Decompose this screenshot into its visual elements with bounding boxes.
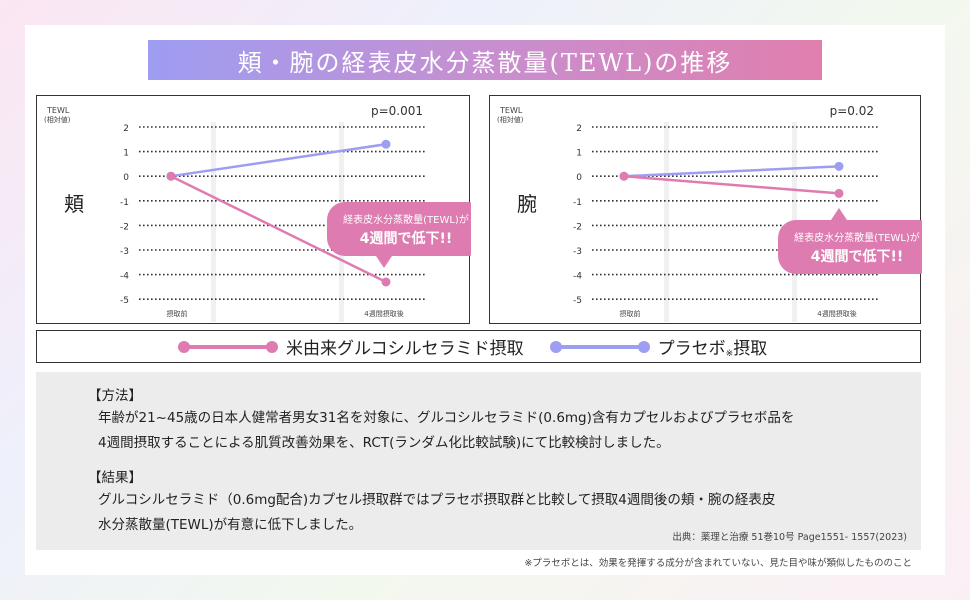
y-tick-label: 2 (576, 124, 582, 134)
source-citation: 出典：薬理と治療 51巻10号 Page1551- 1557(2023) (672, 532, 907, 543)
y-axis-label: TEWL (499, 106, 523, 115)
y-tick-label: -5 (120, 296, 129, 306)
series-line (170, 175, 387, 284)
legend-note-mark: ※ (725, 349, 734, 359)
y-axis-sublabel: (相対値) (497, 115, 524, 124)
data-point (834, 161, 844, 171)
x-tick-label: 摂取前 (620, 309, 641, 318)
y-tick-label: -2 (120, 222, 129, 232)
vertical-band (664, 122, 669, 322)
result-text: 水分蒸散量(TEWL)が有意に低下しました。 (98, 517, 363, 533)
x-tick-label: 4週間摂取後 (817, 309, 856, 318)
legend-item-rice: 米由来グルコシルセラミド摂取 (178, 334, 524, 359)
series-line (623, 165, 840, 178)
y-tick-label: 2 (123, 124, 129, 134)
legend-item-placebo: プラセボ ※ 摂取 (549, 334, 768, 359)
page-title: 頬・腕の経表皮水分蒸散量(TEWL)の推移 (148, 40, 822, 80)
callout-shape (778, 220, 922, 274)
footnote: ※プラセボとは、効果を発揮する成分が含まれていない、見た目や味が類似したもののこ… (524, 558, 912, 569)
x-tick-label: 4週間摂取後 (364, 309, 403, 318)
data-point (381, 277, 391, 287)
y-tick-label: -3 (573, 247, 582, 257)
chart-arm: TEWL (相対値) p=0.02 腕 2 1 0 -1 -2 -3 -4 -5 摂取前 4週間摂取後 経表… (489, 95, 922, 324)
region-label: 頬 (64, 192, 84, 216)
callout-text: 4週間で低下!! (811, 248, 904, 265)
method-heading: 【方法】 (88, 388, 142, 404)
legend-label-suffix: 摂取 (733, 339, 768, 359)
method-text: 年齢が21~45歳の日本人健常者男女31名を対象に、グルコシルセラミド(0.6m… (98, 410, 795, 426)
callout-text: 経表皮水分蒸散量(TEWL)が (794, 231, 920, 244)
region-label: 腕 (517, 192, 537, 216)
p-value: p=0.001 (371, 104, 423, 118)
chart-cheek: TEWL (相対値) p=0.001 頬 2 1 0 -1 -2 -3 -4 -5 摂取前 4週間摂取後 経… (36, 95, 471, 324)
result-heading: 【結果】 (88, 470, 142, 486)
series-line (623, 174, 840, 195)
y-tick-label: -4 (120, 272, 129, 282)
method-text: 4週間摂取することによる肌質改善効果を、RCT(ランダム化比較試験)にて比較検討… (98, 435, 670, 451)
legend-label: プラセボ (657, 339, 726, 359)
callout-pointer (376, 256, 392, 268)
y-tick-label: -3 (120, 247, 129, 257)
series-line (170, 142, 387, 178)
callout-bubble: 経表皮水分蒸散量(TEWL)が 4週間で低下!! (327, 202, 471, 268)
legend-line-pink (178, 340, 278, 353)
y-tick-label: 1 (123, 149, 129, 159)
callout-bubble: 経表皮水分蒸散量(TEWL)が 4週間で低下!! (778, 208, 922, 274)
p-value: p=0.02 (830, 104, 874, 118)
data-point (381, 139, 391, 149)
data-point (166, 171, 176, 181)
data-point (834, 188, 844, 198)
y-tick-label: 0 (123, 173, 129, 183)
callout-text: 4週間で低下!! (360, 230, 453, 247)
x-tick-label: 摂取前 (167, 309, 188, 318)
y-tick-label: -2 (573, 222, 582, 232)
y-tick-label: -4 (573, 272, 582, 282)
info-box: 【方法】 年齢が21~45歳の日本人健常者男女31名を対象に、グルコシルセラミド… (36, 372, 921, 550)
legend-line-purple (549, 340, 650, 353)
result-text: グルコシルセラミド（0.6mg配合)カプセル摂取群ではプラセボ摂取群と比較して摂… (98, 492, 776, 508)
y-axis-label: TEWL (46, 106, 70, 115)
y-tick-label: -1 (120, 198, 129, 208)
callout-shape (327, 202, 471, 256)
y-tick-label: -5 (573, 296, 582, 306)
callout-pointer (831, 208, 847, 220)
legend: 米由来グルコシルセラミド摂取 プラセボ ※ 摂取 (36, 330, 921, 363)
y-tick-label: 1 (576, 149, 582, 159)
data-point (619, 171, 629, 181)
legend-label: 米由来グルコシルセラミド摂取 (286, 339, 524, 359)
vertical-band (211, 122, 216, 322)
y-tick-label: -1 (573, 198, 582, 208)
callout-text: 経表皮水分蒸散量(TEWL)が (343, 213, 469, 226)
y-tick-label: 0 (576, 173, 582, 183)
y-axis-sublabel: (相対値) (44, 115, 71, 124)
